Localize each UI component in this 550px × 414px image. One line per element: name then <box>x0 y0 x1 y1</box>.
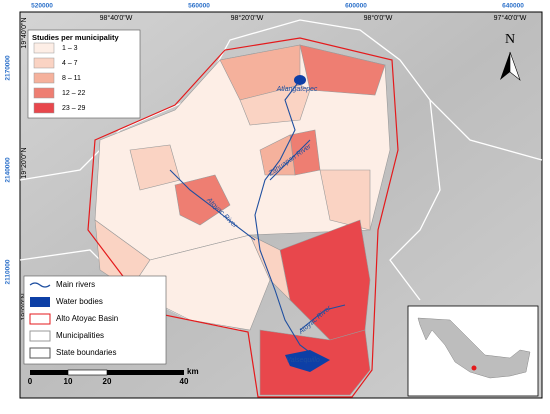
legend-item: State boundaries <box>29 347 117 359</box>
legend-label: Water bodies <box>56 297 103 306</box>
projected-tick-label: 520000 <box>31 3 53 10</box>
legend-symbol <box>29 347 51 359</box>
legend-item: Alto Atoyac Basin <box>29 313 118 325</box>
legend-swatch <box>33 57 55 69</box>
legend-label: State boundaries <box>56 348 117 357</box>
legend-swatch <box>33 102 55 114</box>
north-arrow: N <box>500 32 521 81</box>
projected-tick-label: 640000 <box>502 3 524 10</box>
scale-segment <box>107 370 184 375</box>
legend-label: 23 – 29 <box>62 105 85 112</box>
scale-label: 40 <box>180 377 189 386</box>
projected-tick-label: 600000 <box>345 3 367 10</box>
legend-label: 8 – 11 <box>62 75 81 82</box>
place-label: Valsequillo <box>286 357 320 364</box>
legend-item: Main rivers <box>29 280 95 289</box>
water-bodies <box>285 75 330 372</box>
legend-label: Alto Atoyac Basin <box>56 314 118 323</box>
projected-tick-label: 2170000 <box>5 55 12 81</box>
rivers <box>169 79 346 361</box>
legend-symbol <box>29 330 51 342</box>
place-label: Atlangatepec <box>276 86 318 93</box>
scale-segment <box>67 369 108 376</box>
layer-legend: Main rivers Water bodies Alto Atoyac Basin… <box>23 275 167 365</box>
legend: Studies per municipality 1 – 3 4 – 7 8 – 1… <box>27 29 141 119</box>
legend-swatch <box>33 87 55 99</box>
scale-label: 10 <box>64 377 73 386</box>
scale-label: 0 <box>28 377 33 386</box>
scale-segment <box>30 370 68 375</box>
legend-title: Studies per municipality <box>32 33 120 42</box>
legend-item: Water bodies <box>30 297 103 307</box>
geographic-tick-label: 19°40'0"N <box>20 17 28 48</box>
geographic-tick-label: 98°40'0"W <box>100 14 133 22</box>
inset-map <box>407 305 539 397</box>
legend-label: 1 – 3 <box>62 45 78 52</box>
projected-tick-label: 2110000 <box>5 259 12 284</box>
projected-tick-label: 560000 <box>188 3 210 10</box>
geographic-tick-label: 98°20'0"W <box>231 14 264 22</box>
north-label: N <box>505 32 515 47</box>
legend-swatch <box>33 42 55 54</box>
geographic-tick-label: 19°20'0"N <box>20 147 28 178</box>
legend-label: Main rivers <box>56 280 95 289</box>
legend-symbol <box>29 282 51 288</box>
legend-item: Municipalities <box>29 330 104 342</box>
legend-symbol <box>29 313 51 325</box>
projected-tick-label: 2140000 <box>5 157 12 183</box>
geographic-tick-label: 98°0'0"W <box>364 14 393 22</box>
legend-label: 12 – 22 <box>62 90 85 97</box>
basin-outline <box>87 37 399 398</box>
legend-swatch <box>33 72 55 84</box>
scale-unit: km <box>187 367 199 376</box>
scale-label: 20 <box>103 377 112 386</box>
legend-label: 4 – 7 <box>62 60 78 67</box>
legend-symbol <box>30 297 50 307</box>
legend-label: Municipalities <box>56 331 104 340</box>
geographic-tick-label: 97°40'0"W <box>494 14 527 22</box>
